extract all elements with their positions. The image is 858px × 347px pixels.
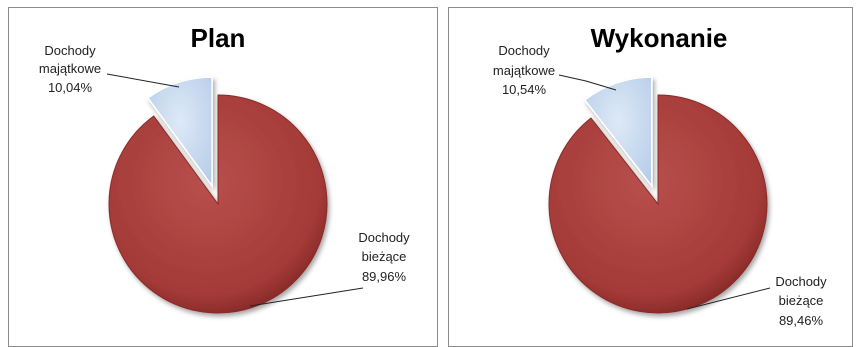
data-label-biezace-name2: bieżące [362,249,407,264]
data-label-majatkowe-name2: majątkowe [493,63,555,78]
leader-line-biezace [686,287,771,310]
chart-plan-panel: Plan Dochody majątkowe 10,04% Dochody bi… [8,7,438,347]
data-label-biezace-name2: bieżące [779,293,824,308]
leader-line-majatkowe [106,73,180,88]
data-label-biezace-percent: 89,96% [362,269,407,284]
pie-slice-dochody-biezace [108,94,328,314]
pie-slice-dochody-majatkowe [583,76,653,189]
data-label-biezace-percent: 89,46% [779,313,824,328]
data-label-majatkowe-percent: 10,54% [502,82,547,97]
leader-line-biezace [249,287,364,307]
pie-slice-dochody-majatkowe [146,76,213,189]
chart-wykonanie-panel: Wykonanie Dochody majątkowe 10,54% Docho… [448,7,853,347]
chart-title: Plan [191,23,246,53]
data-label-majatkowe-name1: Dochody [44,43,96,58]
pie-slice-dochody-biezace [548,94,768,314]
chart-title: Wykonanie [591,23,728,53]
leader-line-majatkowe [558,74,617,91]
chart-wykonanie: Wykonanie Dochody majątkowe 10,54% Docho… [493,23,827,328]
data-label-majatkowe-name1: Dochody [498,43,550,58]
data-label-biezace-name1: Dochody [775,274,827,289]
data-label-majatkowe-name2: majątkowe [39,61,101,76]
data-label-majatkowe-percent: 10,04% [48,80,93,95]
data-label-biezace-name1: Dochody [358,230,410,245]
chart-plan: Plan Dochody majątkowe 10,04% Dochody bi… [39,23,410,314]
